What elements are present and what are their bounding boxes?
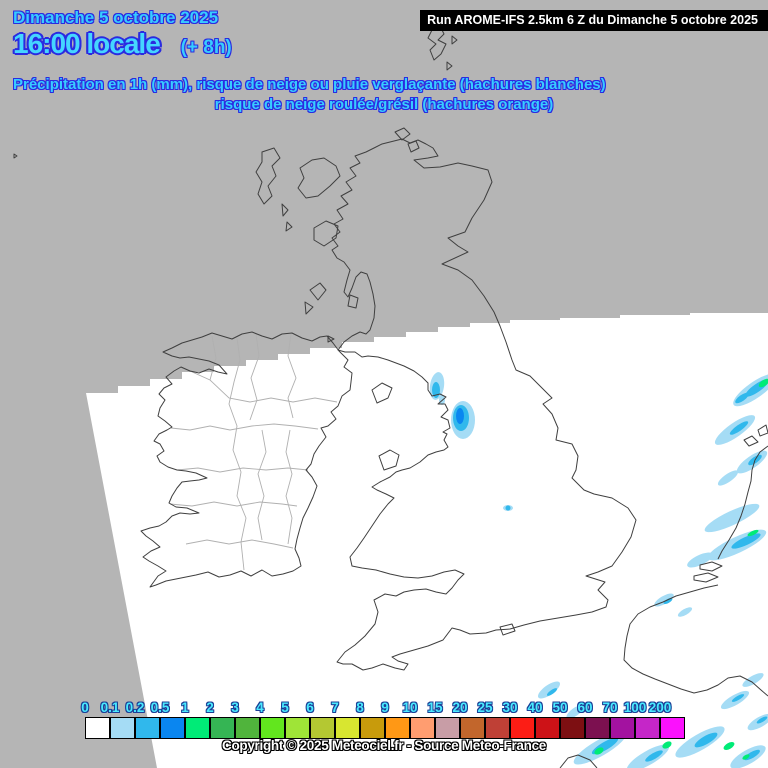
copyright-text: Copyright © 2025 Meteociel.fr - Source M…	[222, 738, 546, 753]
scale-cell	[410, 717, 435, 739]
scale-cell	[110, 717, 135, 739]
forecast-time-row: 16:00 locale (+ 8h)	[13, 28, 232, 60]
scale-label: 20	[452, 700, 468, 715]
scale-label: 10	[402, 700, 418, 715]
scale-label: 15	[427, 700, 443, 715]
scale-label: 2	[206, 700, 214, 715]
scale-cell	[135, 717, 160, 739]
precipitation-layer	[429, 372, 768, 768]
model-domain	[86, 313, 768, 768]
scale-cell	[160, 717, 185, 739]
scale-cell	[310, 717, 335, 739]
county-borders	[169, 333, 338, 571]
scale-cell	[185, 717, 210, 739]
scale-label: 0.5	[150, 700, 170, 715]
map-legend-text: Précipitation en 1h (mm), risque de neig…	[0, 75, 768, 115]
scale-cell	[260, 717, 285, 739]
scale-cell	[435, 717, 460, 739]
scale-cell	[510, 717, 535, 739]
color-scale-bar	[85, 717, 685, 739]
scale-cell	[660, 717, 685, 739]
scale-cell	[360, 717, 385, 739]
scale-cell	[485, 717, 510, 739]
forecast-date: Dimanche 5 octobre 2025	[13, 8, 219, 27]
scale-cell	[635, 717, 660, 739]
scale-label: 60	[577, 700, 593, 715]
scale-label: 30	[502, 700, 518, 715]
scale-cell	[385, 717, 410, 739]
scale-cell	[85, 717, 110, 739]
color-scale-labels: 0 0.1 0.2 0.5 1 2 3 4 5 6 7 8 9 10 15 20 25 30 40 50 60 70 100…	[81, 700, 685, 717]
coastlines	[13, 25, 768, 768]
scale-cell	[585, 717, 610, 739]
forecast-offset: (+ 8h)	[180, 37, 232, 58]
scale-cell	[460, 717, 485, 739]
legend-line-1: Précipitation en 1h (mm), risque de neig…	[13, 76, 606, 93]
scale-label: 70	[602, 700, 618, 715]
scale-label: 1	[181, 700, 189, 715]
legend-line-2: risque de neige roulée/grésil (hachures …	[214, 96, 554, 113]
scale-label: 0.2	[125, 700, 145, 715]
scale-cell	[535, 717, 560, 739]
scale-label: 0.1	[100, 700, 120, 715]
scale-label: 5	[281, 700, 289, 715]
scale-label: 6	[306, 700, 314, 715]
scale-cell	[285, 717, 310, 739]
scale-label: 4	[256, 700, 264, 715]
scale-label: 7	[331, 700, 339, 715]
scale-cell	[210, 717, 235, 739]
forecast-time: 16:00 locale	[13, 28, 161, 59]
scale-label: 200	[648, 700, 672, 715]
scale-label: 9	[381, 700, 389, 715]
scale-label: 40	[527, 700, 543, 715]
scale-cell	[335, 717, 360, 739]
precipitation-color-scale: 0 0.1 0.2 0.5 1 2 3 4 5 6 7 8 9 10 15 20 25 30 40 50 60 70 100…	[81, 700, 685, 739]
scale-cell	[560, 717, 585, 739]
scale-label: 25	[477, 700, 493, 715]
scale-label: 0	[81, 700, 89, 715]
scale-label: 50	[552, 700, 568, 715]
scale-cell	[610, 717, 635, 739]
scale-cell	[235, 717, 260, 739]
run-info-box: Run AROME-IFS 2.5km 6 Z du Dimanche 5 oc…	[420, 10, 768, 31]
scale-label: 8	[356, 700, 364, 715]
scale-label: 100	[623, 700, 647, 715]
scale-label: 3	[231, 700, 239, 715]
